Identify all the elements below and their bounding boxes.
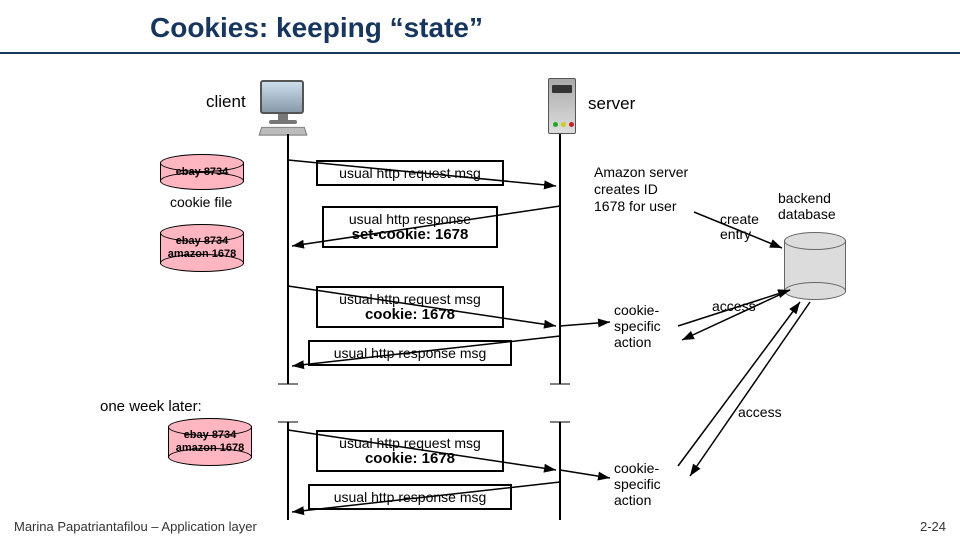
access-label-2: access xyxy=(738,404,782,420)
client-label: client xyxy=(206,92,246,112)
msg-request-2: usual http request msg cookie: 1678 xyxy=(316,286,504,328)
msg-response-2: usual http response msg xyxy=(308,340,512,366)
cookie-file-label: cookie file xyxy=(170,194,232,210)
server-icon xyxy=(548,78,576,134)
one-week-later-label: one week later: xyxy=(100,398,202,415)
access-label-1: access xyxy=(712,298,756,314)
msg-response-1: usual http response set-cookie: 1678 xyxy=(322,206,498,248)
amazon-creates-id-text: Amazon server creates ID 1678 for user xyxy=(594,164,688,215)
msg-request-3: usual http request msg cookie: 1678 xyxy=(316,430,504,472)
msg-response-3: usual http response msg xyxy=(308,484,512,510)
footer-page: 2-24 xyxy=(920,519,946,534)
backend-db-cylinder xyxy=(784,240,846,292)
cookie-db-1: ebay 8734 xyxy=(160,162,244,182)
title-rule xyxy=(0,52,960,54)
msg-request-1: usual http request msg xyxy=(316,160,504,186)
create-entry-text: create entry xyxy=(720,212,759,242)
cookie-db-3: ebay 8734 amazon 1678 xyxy=(168,426,252,458)
cookie-db-2: ebay 8734 amazon 1678 xyxy=(160,232,244,264)
computer-icon xyxy=(260,80,306,136)
cookie-specific-action-1: cookie- specific action xyxy=(614,302,661,350)
backend-database-text: backend database xyxy=(778,190,836,222)
cookie-specific-action-2: cookie- specific action xyxy=(614,460,661,508)
footer-author: Marina Papatriantafilou – Application la… xyxy=(14,519,257,534)
server-label: server xyxy=(588,94,635,114)
slide-title: Cookies: keeping “state” xyxy=(150,12,483,44)
